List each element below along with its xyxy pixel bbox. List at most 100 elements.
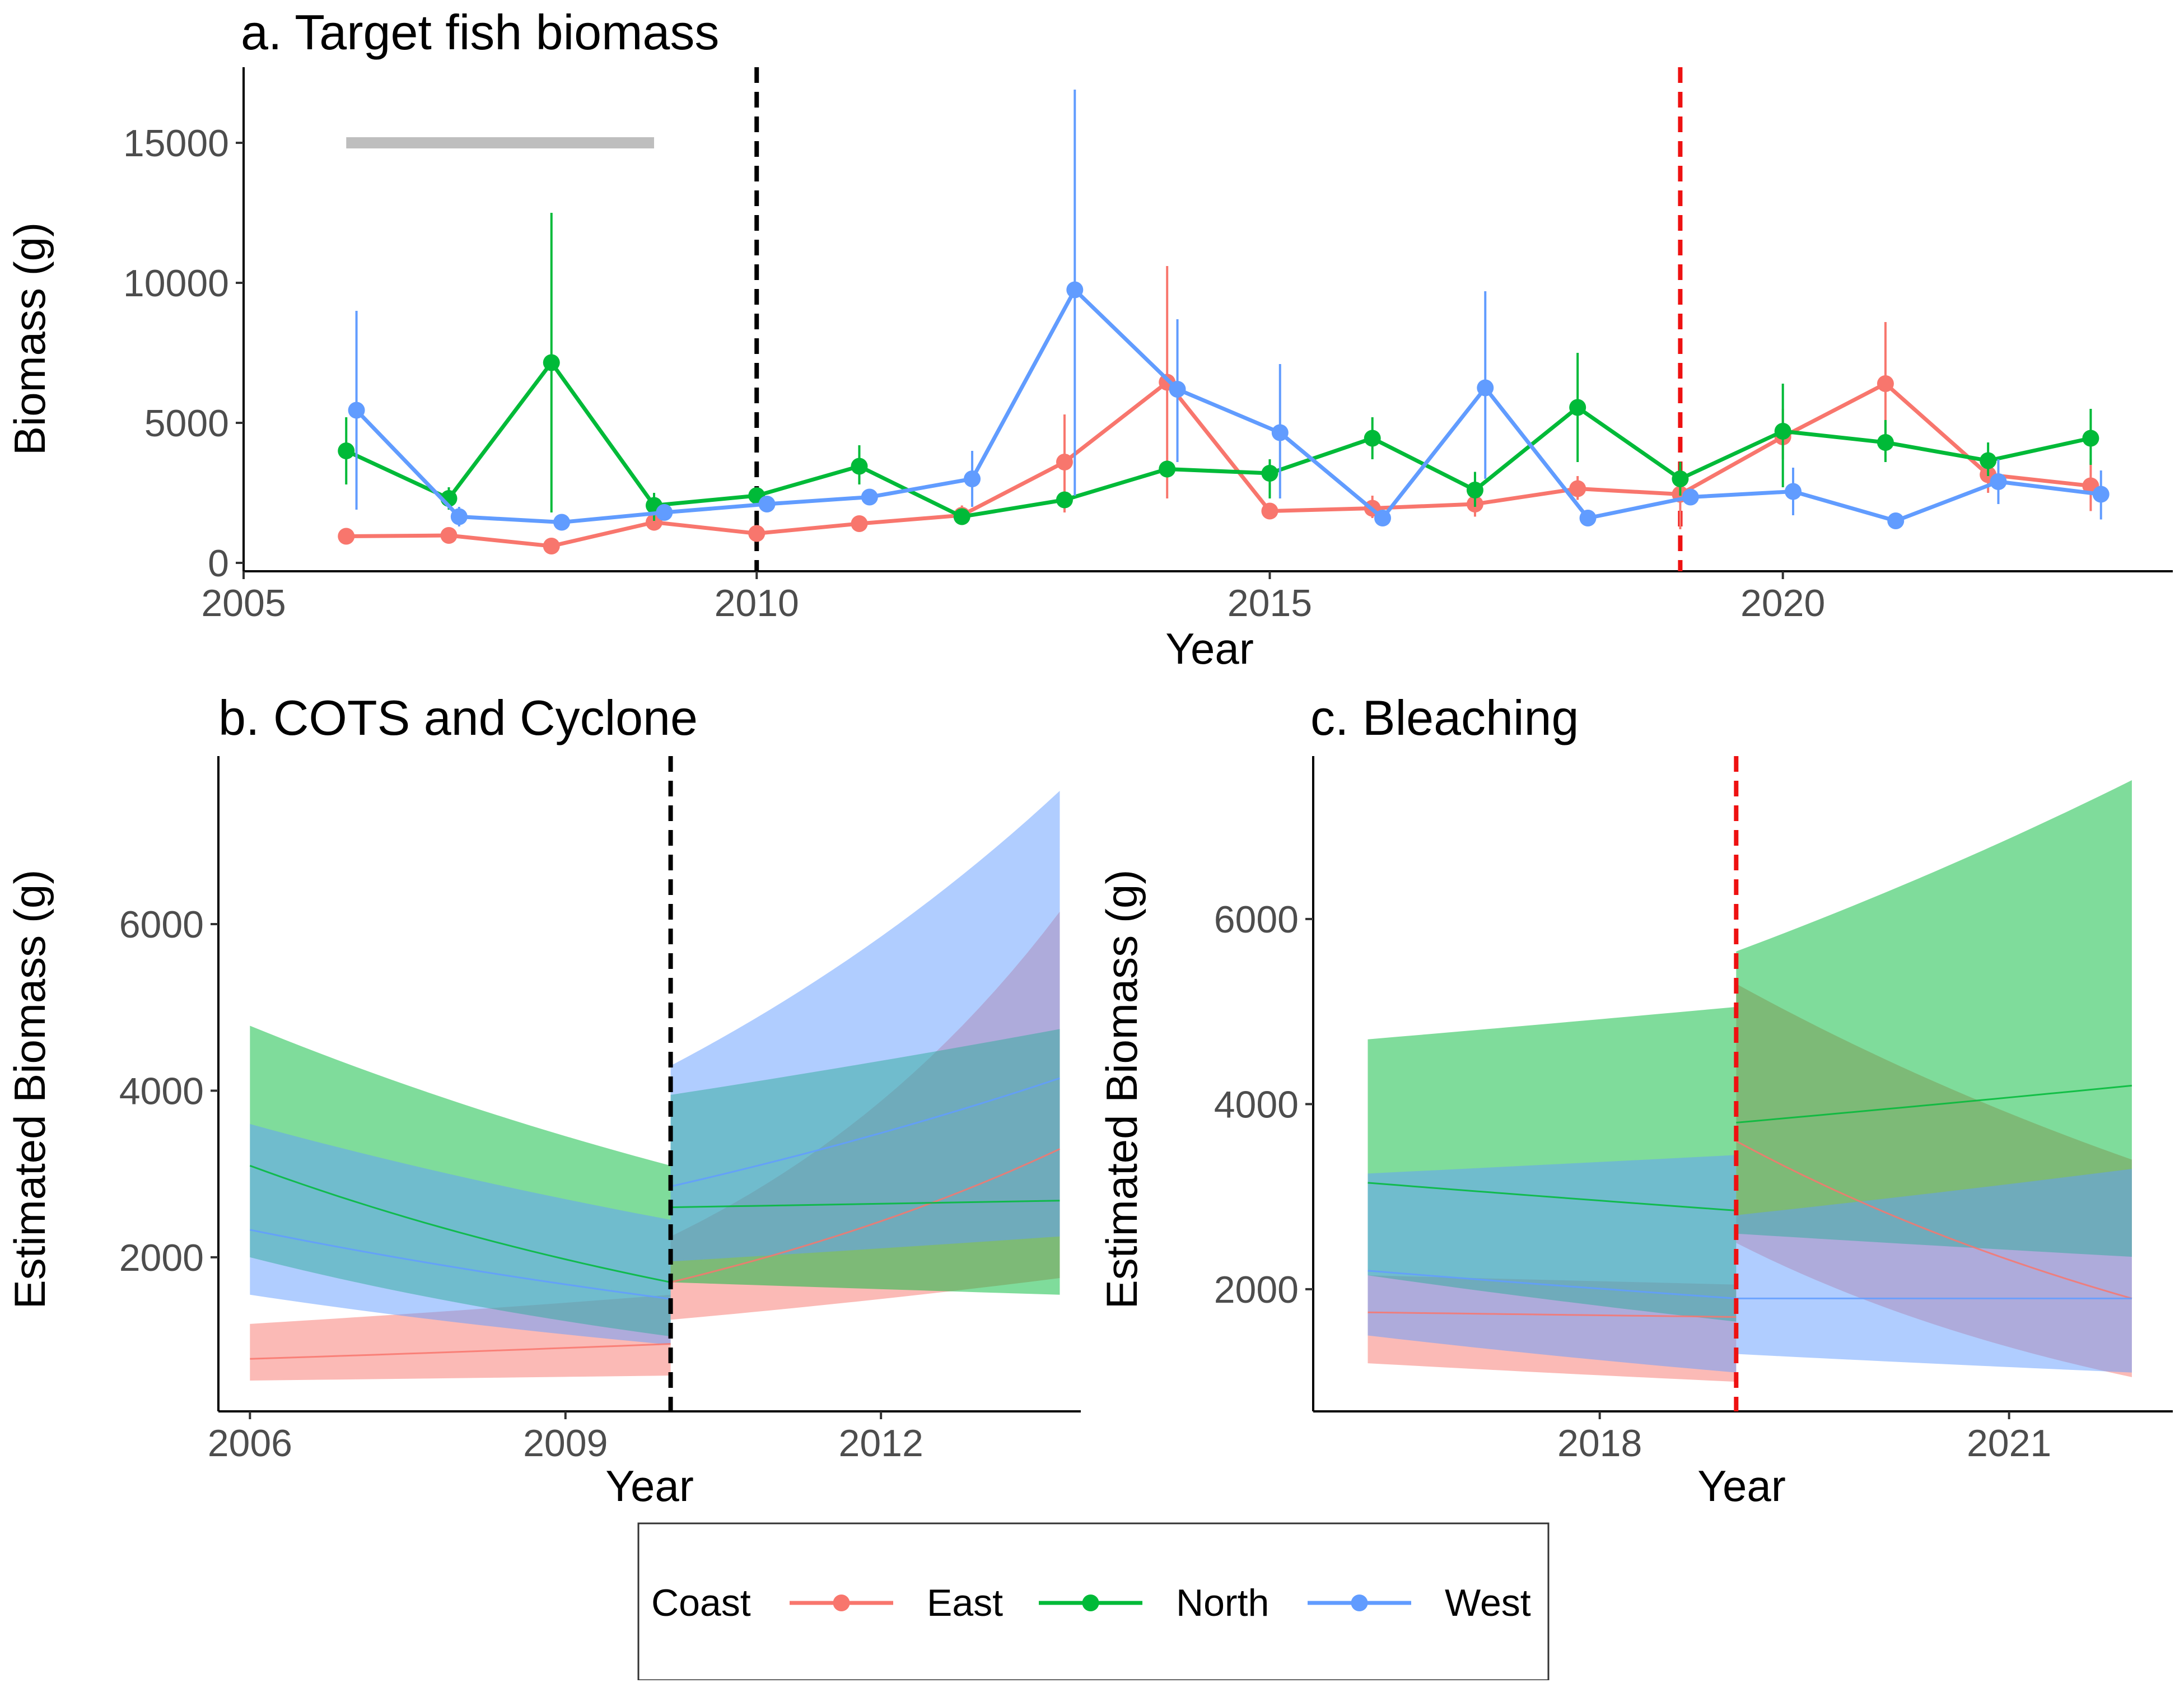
panel-c-y-tick-label: 6000 xyxy=(1214,898,1299,941)
panel-b-y-tick-label: 6000 xyxy=(119,903,204,946)
panel-a-x-tick-label: 2015 xyxy=(1228,582,1312,624)
legend-key-north xyxy=(1039,1595,1142,1611)
panel-c-y-tick-label: 4000 xyxy=(1214,1083,1299,1126)
panel-b-y-axis-label: Estimated Biomass (g) xyxy=(5,870,54,1309)
panel-a-x-axis-label: Year xyxy=(1165,624,1254,673)
panel-b-fit-line-west-2 xyxy=(670,1077,1060,1187)
panel-a-point-north xyxy=(1774,423,1791,440)
legend-label-east: East xyxy=(927,1582,1003,1624)
panel-a-point-west xyxy=(1066,281,1084,299)
panel-b-fit-line-north-2 xyxy=(670,1200,1060,1209)
panel-a-point-north xyxy=(953,508,970,525)
panel-a-point-north xyxy=(1261,465,1278,482)
panel-b-ribbon-west-2 xyxy=(670,791,1060,1262)
legend-key-west xyxy=(1308,1595,1411,1611)
panel-a-point-west xyxy=(450,508,468,525)
panel-b-x-tick-label: 2006 xyxy=(208,1422,292,1465)
panel-a-point-west xyxy=(1374,510,1392,526)
panel-a-point-west xyxy=(964,470,981,487)
panel-c-y-tick-label: 2000 xyxy=(1214,1269,1299,1311)
panel-a-point-west xyxy=(1169,381,1186,398)
panel-a-x-tick-label: 2020 xyxy=(1740,582,1825,624)
panel-a-point-north xyxy=(1877,434,1894,451)
panel-a-point-west xyxy=(1477,379,1494,397)
panel-a-point-west xyxy=(1887,512,1905,529)
legend-key-point-north xyxy=(1082,1595,1099,1611)
panel-c-fit-line-north-1 xyxy=(1368,1182,1737,1211)
panel-a-point-north xyxy=(1159,460,1176,478)
panel-a-point-east xyxy=(440,527,458,544)
panel-c-fit-line-east-2 xyxy=(1735,1140,2132,1299)
legend-key-point-east xyxy=(833,1595,850,1611)
panel-a-point-east xyxy=(1056,454,1073,470)
panel-b-cots-and-cyclone: b. COTS and Cyclone Year Estimated Bioma… xyxy=(5,690,1081,1510)
panel-a-y-tick-label: 0 xyxy=(208,542,229,585)
panel-a-series-line-west xyxy=(355,288,2102,524)
panel-c-fit-line-east-1 xyxy=(1368,1311,1737,1318)
panel-c-x-tick-label: 2021 xyxy=(1967,1422,2051,1465)
panel-a-title: a. Target fish biomass xyxy=(241,4,719,60)
panel-a-point-west xyxy=(758,496,776,512)
panel-c-x-tick-label: 2018 xyxy=(1557,1422,1642,1465)
panel-b-fit-line-north-1 xyxy=(249,1164,671,1283)
panel-a-y-tick-label: 15000 xyxy=(123,122,229,165)
panel-b-x-tick-label: 2009 xyxy=(523,1422,608,1465)
panel-a-point-north xyxy=(2082,430,2099,447)
panel-b-x-tick-label: 2012 xyxy=(839,1422,923,1465)
panel-a-point-north xyxy=(1466,482,1483,498)
panel-c-ribbon-north-2 xyxy=(1736,780,2132,1257)
panel-b-x-axis-label: Year xyxy=(605,1461,694,1510)
panel-c-ribbon-west-2 xyxy=(1736,1169,2132,1373)
panel-a-point-north xyxy=(543,354,560,371)
panel-a-point-north xyxy=(1672,470,1689,487)
panel-a-point-east xyxy=(1569,480,1586,497)
panel-a-y-tick-label: 10000 xyxy=(123,262,229,305)
panel-a-x-tick-label: 2005 xyxy=(201,582,286,624)
panel-a-point-west xyxy=(1990,473,2007,490)
legend-key-point-west xyxy=(1351,1595,1368,1611)
panel-a-point-west xyxy=(348,402,365,419)
panel-a-series-line-east xyxy=(346,380,2091,548)
panel-a-point-east xyxy=(1877,375,1894,392)
panel-a-point-west xyxy=(1682,488,1699,506)
panel-a-point-north xyxy=(851,458,868,475)
panel-a-y-tick-label: 5000 xyxy=(144,402,229,445)
panel-a-point-east xyxy=(851,515,868,532)
panel-b-fit-line-east-2 xyxy=(670,1148,1061,1283)
panel-a-point-west xyxy=(1784,483,1802,500)
panel-a-point-west xyxy=(553,514,571,531)
panel-a-point-west xyxy=(2092,486,2110,503)
panel-a-point-east xyxy=(543,538,560,554)
panel-a-point-north xyxy=(1569,399,1586,416)
panel-a-point-west xyxy=(861,488,878,506)
panel-b-y-tick-label: 4000 xyxy=(119,1070,204,1112)
panel-a-y-axis-label: Biomass (g) xyxy=(5,222,54,455)
panel-a-point-east xyxy=(748,525,766,542)
panel-a-target-fish-biomass: a. Target fish biomass Year Biomass (g) … xyxy=(5,4,2173,673)
panel-c-bleaching: c. Bleaching Year Estimated Biomass (g) … xyxy=(1097,690,2173,1510)
panel-a-point-north xyxy=(1980,452,1997,469)
panel-a-point-north xyxy=(1364,430,1381,447)
panel-c-title: c. Bleaching xyxy=(1310,690,1579,745)
panel-c-fit-line-west-1 xyxy=(1368,1270,1737,1299)
panel-a-point-east xyxy=(1261,502,1278,520)
panel-c-y-axis-label: Estimated Biomass (g) xyxy=(1097,870,1146,1309)
panel-c-x-axis-label: Year xyxy=(1697,1461,1786,1510)
panel-a-point-west xyxy=(1271,424,1289,441)
panel-a-series-line-north xyxy=(345,361,2092,519)
panel-a-point-north xyxy=(1056,491,1073,509)
panel-b-ribbon-west-1 xyxy=(250,1123,671,1345)
panel-c-ribbon-west-1 xyxy=(1368,1155,1737,1373)
panel-b-fit-line-west-1 xyxy=(250,1229,671,1300)
panel-c-fit-line-north-2 xyxy=(1736,1084,2132,1123)
panel-a-point-east xyxy=(338,528,355,545)
legend: Coast East North West xyxy=(637,1522,1550,1681)
panel-a-point-west xyxy=(1579,510,1597,526)
panel-b-fit-line-east-1 xyxy=(250,1343,671,1360)
panel-a-point-north xyxy=(338,442,355,459)
legend-label-north: North xyxy=(1176,1582,1269,1624)
panel-a-point-west xyxy=(656,504,673,521)
legend-key-east xyxy=(790,1595,893,1611)
